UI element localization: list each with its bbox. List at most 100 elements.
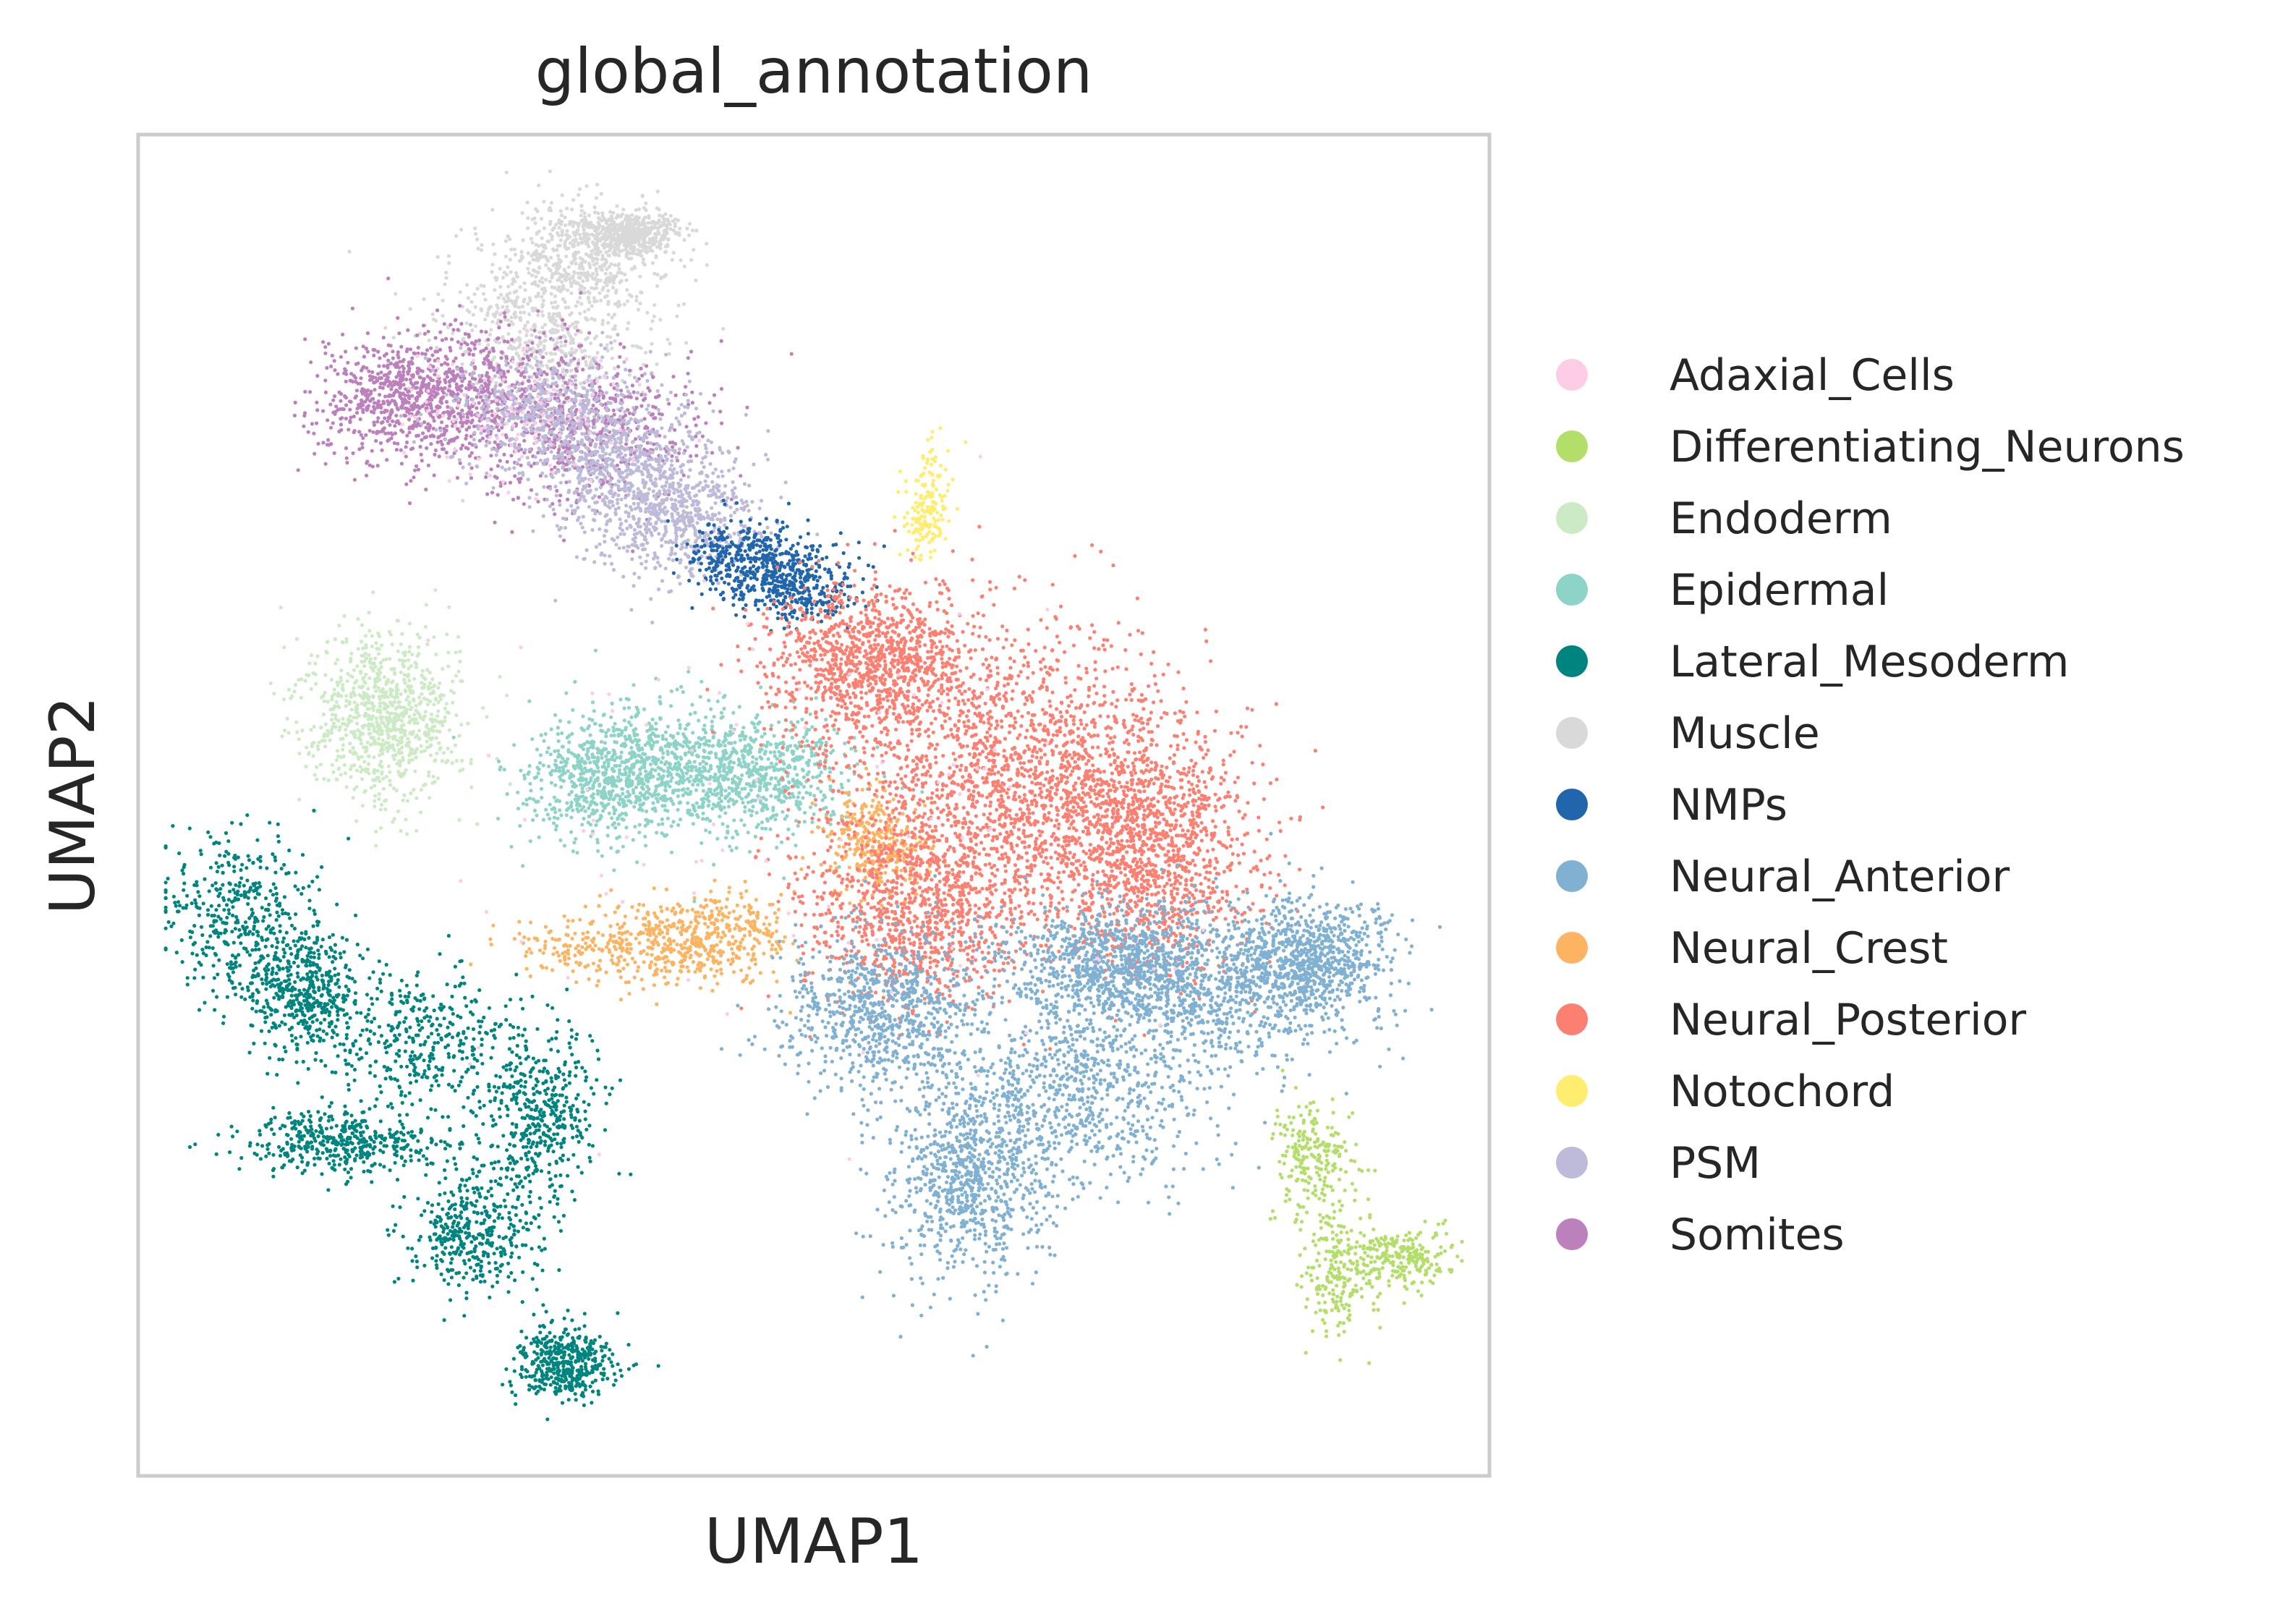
data-point bbox=[592, 431, 596, 436]
data-point bbox=[529, 353, 534, 357]
data-point bbox=[692, 417, 697, 421]
data-point bbox=[532, 328, 537, 333]
data-point bbox=[465, 283, 469, 287]
data-point bbox=[454, 234, 459, 238]
data-point bbox=[706, 484, 710, 488]
data-point bbox=[650, 371, 654, 375]
data-point bbox=[684, 498, 689, 503]
data-point bbox=[536, 313, 540, 318]
data-point bbox=[516, 387, 522, 391]
data-point bbox=[739, 498, 744, 503]
data-point bbox=[586, 446, 590, 451]
data-point bbox=[582, 215, 587, 219]
data-point bbox=[540, 236, 544, 240]
data-point bbox=[679, 547, 684, 551]
data-point bbox=[564, 480, 569, 485]
data-point bbox=[600, 419, 605, 423]
data-point bbox=[646, 221, 650, 225]
data-point bbox=[556, 399, 560, 403]
data-point bbox=[578, 232, 582, 237]
data-point bbox=[463, 331, 468, 336]
data-point bbox=[619, 389, 624, 393]
data-point bbox=[306, 430, 310, 434]
data-point bbox=[594, 487, 598, 491]
data-point bbox=[637, 435, 641, 439]
data-point bbox=[655, 430, 659, 436]
data-point bbox=[397, 365, 401, 370]
data-point bbox=[679, 477, 683, 482]
data-point bbox=[636, 491, 640, 496]
data-point bbox=[394, 375, 399, 379]
data-point bbox=[517, 357, 522, 361]
data-point bbox=[684, 393, 688, 397]
data-point bbox=[610, 356, 615, 360]
data-point bbox=[550, 381, 555, 386]
data-point bbox=[512, 312, 516, 316]
data-point bbox=[614, 431, 619, 436]
data-point bbox=[610, 347, 614, 351]
data-point bbox=[682, 264, 686, 268]
data-point bbox=[465, 412, 469, 416]
data-point bbox=[715, 495, 719, 499]
data-point bbox=[665, 458, 669, 462]
data-point bbox=[406, 328, 410, 332]
data-point bbox=[373, 348, 377, 352]
data-point bbox=[559, 213, 564, 218]
data-point bbox=[508, 237, 512, 242]
data-point bbox=[620, 220, 625, 224]
data-point bbox=[564, 278, 569, 283]
data-point bbox=[344, 403, 349, 407]
data-point bbox=[592, 318, 597, 322]
data-point bbox=[592, 450, 597, 454]
data-point bbox=[564, 354, 568, 358]
data-point bbox=[626, 514, 631, 519]
data-point bbox=[569, 358, 573, 362]
data-point bbox=[413, 468, 417, 472]
data-point bbox=[425, 446, 429, 451]
data-point bbox=[627, 292, 632, 297]
data-point bbox=[582, 498, 587, 502]
data-point bbox=[563, 300, 567, 305]
data-point bbox=[783, 480, 788, 485]
data-point bbox=[646, 521, 651, 526]
data-point bbox=[391, 336, 396, 340]
data-point bbox=[625, 385, 629, 389]
data-point bbox=[467, 332, 471, 337]
data-point bbox=[647, 457, 651, 462]
data-point bbox=[534, 274, 538, 279]
data-point bbox=[540, 313, 545, 318]
data-point bbox=[645, 553, 650, 557]
data-point bbox=[386, 343, 391, 347]
data-point bbox=[766, 429, 770, 433]
data-point bbox=[614, 288, 618, 292]
data-point bbox=[750, 500, 754, 504]
data-point bbox=[446, 254, 451, 258]
data-point bbox=[508, 480, 513, 485]
data-point bbox=[461, 352, 465, 357]
data-point bbox=[504, 170, 509, 174]
data-point bbox=[667, 352, 671, 356]
data-point bbox=[520, 381, 524, 386]
data-point bbox=[689, 258, 694, 262]
data-point bbox=[585, 436, 590, 441]
data-point bbox=[618, 415, 623, 419]
data-point bbox=[556, 253, 561, 258]
data-point bbox=[579, 260, 584, 265]
data-point bbox=[591, 409, 595, 413]
data-point bbox=[433, 448, 438, 453]
data-point bbox=[518, 285, 522, 289]
data-point bbox=[561, 516, 566, 521]
data-point bbox=[479, 307, 483, 311]
data-point bbox=[667, 402, 671, 406]
data-point bbox=[593, 511, 598, 516]
data-point bbox=[637, 517, 642, 522]
data-point bbox=[616, 229, 620, 234]
data-point bbox=[661, 221, 666, 225]
data-point bbox=[604, 522, 609, 527]
data-point bbox=[372, 420, 376, 425]
data-point bbox=[613, 327, 617, 331]
data-point bbox=[589, 341, 593, 346]
data-point bbox=[719, 386, 724, 391]
data-point bbox=[506, 346, 511, 350]
data-point bbox=[606, 320, 611, 325]
